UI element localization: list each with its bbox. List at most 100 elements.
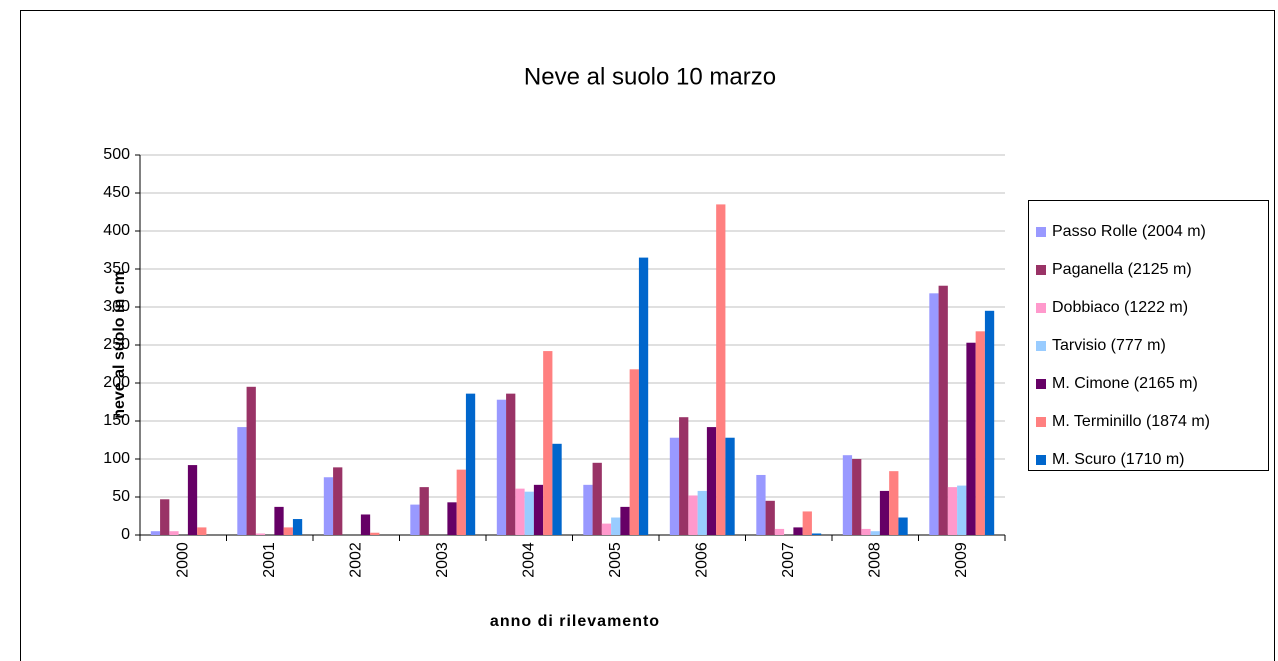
x-tick-label: 2005: [607, 542, 624, 578]
x-tick-label: 2007: [780, 542, 797, 578]
bar: [601, 523, 612, 535]
bar: [669, 437, 680, 535]
x-tick-label: 2008: [866, 542, 883, 578]
bar: [515, 488, 525, 535]
legend-label: Dobbiaco (1222 m): [1052, 299, 1188, 316]
legend-swatch: [1036, 341, 1046, 351]
bar: [756, 474, 766, 535]
legend-label: M. Scuro (1710 m): [1052, 451, 1184, 468]
bar: [716, 204, 726, 535]
bar: [465, 393, 476, 535]
bar: [187, 465, 198, 535]
bar: [793, 527, 803, 535]
x-tick-label: 2004: [520, 542, 537, 578]
bar: [688, 495, 698, 535]
bar: [852, 459, 862, 535]
bar: [456, 469, 466, 535]
legend-swatch: [1036, 303, 1046, 313]
bar: [292, 519, 303, 535]
y-tick-label: 150: [103, 412, 130, 429]
y-tick-label: 350: [103, 260, 130, 277]
bar: [246, 386, 256, 535]
chart-title: Neve al suolo 10 marzo: [524, 63, 776, 90]
legend-label: Tarvisio (777 m): [1052, 337, 1166, 354]
bar: [506, 393, 516, 535]
bar: [929, 293, 939, 535]
bar: [947, 487, 958, 535]
legend-swatch: [1036, 227, 1046, 237]
bar: [679, 417, 689, 535]
y-tick-label: 0: [121, 526, 130, 543]
bar: [774, 528, 785, 535]
y-tick-label: 250: [103, 336, 130, 353]
bar: [870, 531, 880, 535]
legend: [1028, 200, 1269, 471]
legend-label: M. Cimone (2165 m): [1052, 375, 1198, 392]
bar: [360, 514, 371, 535]
bar: [583, 484, 593, 535]
legend-swatch: [1036, 379, 1046, 389]
y-tick-label: 200: [103, 374, 130, 391]
x-tick-label: 2003: [434, 542, 451, 578]
bar: [802, 511, 812, 535]
legend-label: Passo Rolle (2004 m): [1052, 223, 1206, 240]
y-tick-label: 400: [103, 222, 130, 239]
bar: [283, 527, 293, 535]
bar: [552, 443, 562, 535]
x-tick-label: 2006: [693, 542, 710, 578]
bar: [638, 257, 649, 535]
bar: [524, 491, 534, 535]
bar: [447, 502, 457, 535]
x-tick-label: 2000: [174, 542, 191, 578]
bar: [333, 467, 343, 535]
bar: [197, 527, 207, 535]
bar: [879, 490, 890, 535]
y-tick-label: 50: [112, 488, 130, 505]
x-tick-label: 2009: [953, 542, 970, 578]
bar: [323, 477, 334, 535]
bar: [938, 285, 948, 535]
bar: [274, 506, 284, 535]
bar: [543, 351, 553, 535]
x-tick-label: 2002: [347, 542, 364, 578]
bar: [419, 487, 429, 535]
y-tick-label: 100: [103, 450, 130, 467]
y-tick-label: 500: [103, 146, 130, 163]
bar: [889, 471, 899, 535]
bar: [811, 533, 822, 535]
bar: [725, 437, 735, 535]
legend-swatch: [1036, 417, 1046, 427]
bar: [697, 490, 707, 535]
bar: [255, 533, 266, 535]
bar: [984, 310, 995, 535]
x-tick-label: 2001: [261, 542, 278, 578]
x-axis-title: anno di rilevamento: [490, 613, 660, 630]
bar: [898, 517, 908, 535]
bar: [706, 427, 717, 535]
legend-swatch: [1036, 265, 1046, 275]
legend-swatch: [1036, 455, 1046, 465]
bar: [160, 499, 170, 535]
y-tick-label: 300: [103, 298, 130, 315]
bar: [533, 484, 544, 535]
y-tick-label: 450: [103, 184, 130, 201]
bar: [237, 427, 247, 535]
y-axis-title: neve al suolo in cm: [111, 271, 128, 419]
bar: [496, 399, 507, 535]
bar: [975, 331, 985, 535]
bar: [611, 517, 621, 535]
bar: [629, 369, 639, 535]
bar: [370, 532, 380, 535]
bar: [620, 506, 630, 535]
bar: [966, 342, 976, 535]
bar: [592, 462, 602, 535]
legend-label: M. Terminillo (1874 m): [1052, 413, 1210, 430]
bar: [765, 500, 775, 535]
bar: [169, 531, 179, 535]
bar: [861, 528, 871, 535]
bar: [150, 531, 161, 535]
bar: [957, 485, 967, 535]
legend-label: Paganella (2125 m): [1052, 261, 1192, 278]
